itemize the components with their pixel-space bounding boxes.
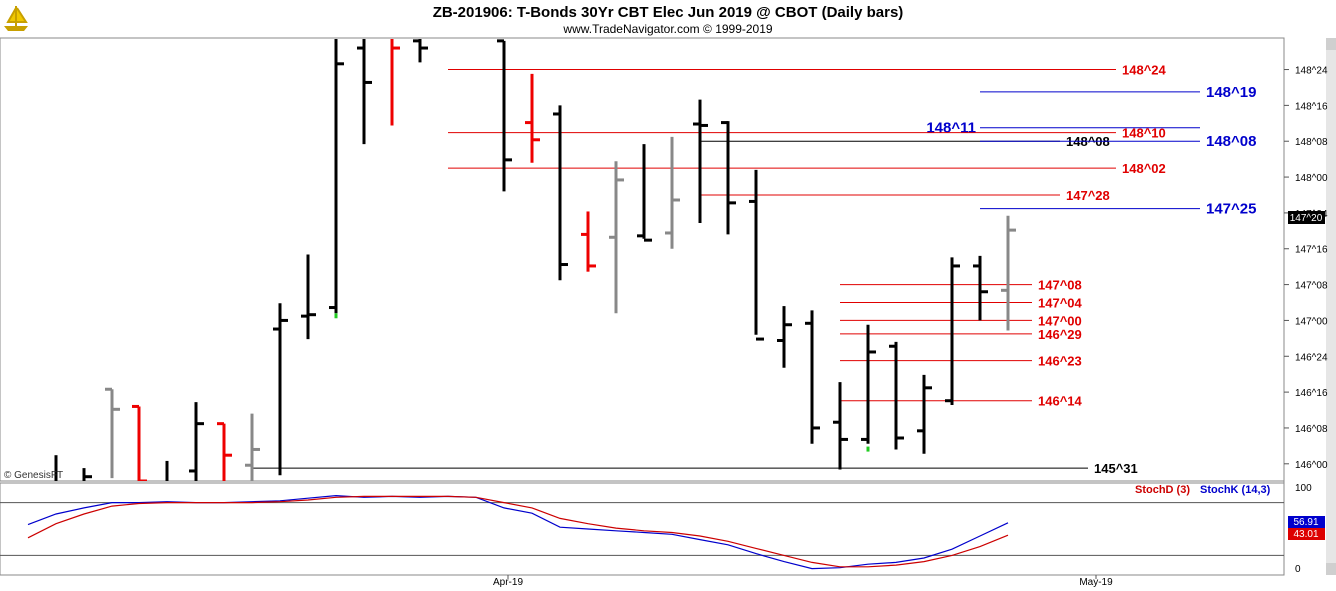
last-price-label: 147^20 (1290, 213, 1323, 224)
ohlc-bar (189, 402, 204, 481)
level-label: 148^19 (1206, 84, 1256, 101)
level-label: 148^02 (1122, 161, 1166, 176)
chart-title: ZB-201906: T-Bonds 30Yr CBT Elec Jun 201… (433, 4, 904, 21)
scrollbar-up-button[interactable] (1326, 38, 1336, 50)
green-mark (866, 446, 870, 452)
ohlc-bar (165, 460, 169, 481)
sailboat-logo-icon (4, 6, 28, 31)
ohlc-bar (301, 254, 316, 340)
ohlc-bar (245, 413, 260, 481)
level-label: 147^04 (1038, 296, 1083, 311)
level-label: 148^08 (1206, 133, 1256, 150)
x-label-apr: Apr-19 (493, 577, 523, 588)
ohlc-bar (945, 257, 960, 406)
price-y-tick-label: 148^00 (1295, 173, 1328, 184)
ohlc-bar (273, 303, 288, 476)
scrollbar-down-button[interactable] (1326, 563, 1336, 575)
price-y-tick-label: 146^00 (1295, 460, 1328, 471)
ohlc-bar (329, 39, 344, 314)
level-label: 148^10 (1122, 126, 1166, 141)
ohlc-bar (105, 387, 120, 479)
watermark: © GenesisFT (4, 470, 63, 481)
ohlc-bar (749, 169, 764, 341)
stochk-value: 56.91 (1293, 517, 1318, 528)
price-y-tick-label: 148^16 (1295, 101, 1328, 112)
level-label: 147^00 (1038, 313, 1082, 328)
ohlc-bar (805, 310, 820, 444)
ohlc-bar (497, 39, 512, 192)
stoch-axis-0: 0 (1295, 564, 1301, 575)
level-label: 147^08 (1038, 278, 1082, 293)
ohlc-bar (721, 121, 736, 235)
ohlc-bar (777, 306, 792, 368)
level-label: 147^28 (1066, 188, 1110, 203)
stochastics-panel-frame (0, 482, 1285, 576)
chart-subtitle: www.TradeNavigator.com © 1999-2019 (562, 22, 772, 36)
legend-stochk: StochK (14,3) (1200, 484, 1271, 496)
level-label: 146^14 (1038, 394, 1083, 409)
ohlc-bar (1001, 215, 1016, 331)
ohlc-bar (132, 404, 147, 481)
stochd-value: 43.01 (1293, 529, 1318, 540)
price-y-tick-label: 147^08 (1295, 281, 1328, 292)
ohlc-bar (413, 39, 428, 63)
stochd-value-tag (1288, 528, 1325, 540)
ohlc-bar (390, 39, 400, 126)
ohlc-bar (525, 73, 540, 163)
last-price-tag (1288, 211, 1325, 224)
ohlc-bar (637, 144, 652, 242)
level-label: 147^25 (1206, 201, 1256, 218)
ohlc-bar (693, 99, 708, 223)
level-label: 145^31 (1094, 461, 1138, 476)
ohlc-bar (889, 341, 904, 450)
ohlc-bar (609, 161, 624, 314)
price-y-tick-label: 148^08 (1295, 137, 1328, 148)
ohlc-bar (973, 255, 988, 321)
stoch-axis-100: 100 (1295, 483, 1312, 494)
ohlc-bar (553, 105, 568, 281)
stochk-value-tag (1288, 516, 1325, 528)
scrollbar-track[interactable] (1326, 38, 1336, 575)
ohlc-bars (54, 39, 1016, 481)
stochastics-lines (0, 494, 1284, 570)
level-label: 148^24 (1122, 63, 1167, 78)
price-y-axis: 146^00 146^08 146^16 146^24 147^00 147^08 147^… (1284, 66, 1328, 471)
price-y-tick-label: 147^16 (1295, 245, 1328, 256)
price-panel-frame (0, 37, 1285, 482)
price-y-tick-label: 147^00 (1295, 316, 1328, 327)
ohlc-bar (581, 211, 596, 272)
ohlc-bar (917, 374, 932, 454)
ohlc-bar (357, 39, 372, 145)
stochd-line (27, 495, 1009, 568)
x-label-may: May-19 (1079, 577, 1113, 588)
price-y-tick-label: 146^16 (1295, 388, 1328, 399)
level-label: 146^29 (1038, 327, 1082, 342)
ohlc-bar (861, 324, 876, 444)
ohlc-bar (82, 468, 92, 481)
level-label: 148^11 (926, 120, 976, 137)
ohlc-bar (833, 382, 848, 470)
ohlc-bar (54, 455, 58, 481)
legend-stochd: StochD (3) (1135, 484, 1190, 496)
ohlc-bar (217, 422, 232, 481)
ohlc-bar (665, 136, 680, 249)
level-label: 146^23 (1038, 354, 1082, 369)
price-y-tick-label: 146^08 (1295, 424, 1328, 435)
price-y-tick-label: 148^24 (1295, 66, 1328, 77)
price-y-tick-label: 146^24 (1295, 352, 1328, 363)
green-mark (334, 313, 338, 319)
